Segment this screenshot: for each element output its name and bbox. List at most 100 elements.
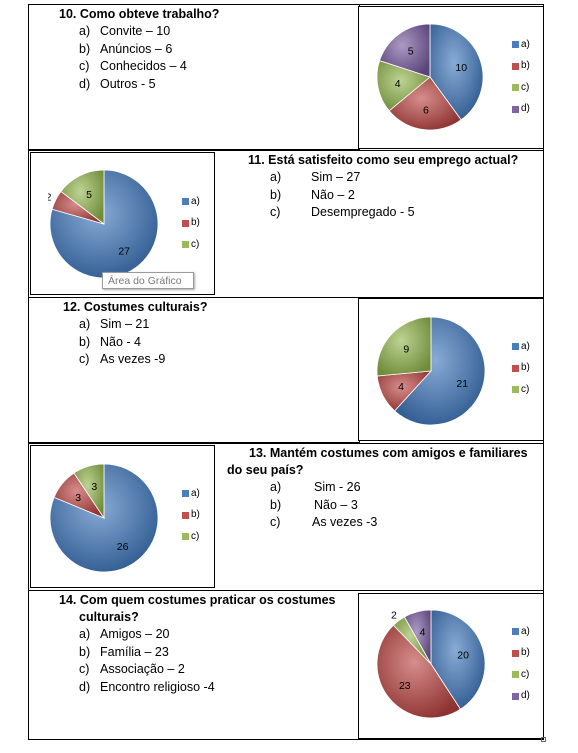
option-letter: b)	[270, 187, 282, 202]
q10-text-box	[28, 4, 360, 150]
option-text: Anúncios – 6	[100, 41, 173, 56]
q14-option-d: d) Encontro religioso -4	[79, 679, 215, 697]
q11-option-b: b) Não – 2	[270, 187, 415, 205]
pie-slice-c[interactable]	[73, 463, 105, 520]
pie-data-label: 26	[117, 541, 129, 553]
legend-label: a)	[521, 38, 530, 50]
pie-slice-c[interactable]	[60, 169, 105, 225]
option-text: As vezes -3	[312, 515, 378, 529]
legend-item-a: a)	[512, 336, 530, 358]
q13-legend: a) b) c)	[182, 483, 200, 548]
q11-legend: a) b) c)	[182, 191, 200, 256]
pie-slice-d[interactable]	[403, 609, 432, 666]
q13-title-line2: do seu país?	[227, 463, 304, 477]
legend-item-b: b)	[182, 505, 200, 527]
legend-label: d)	[521, 103, 530, 115]
chart-area-tooltip: Área do Gráfico	[102, 272, 194, 289]
option-text: Encontro religioso -4	[100, 679, 215, 694]
legend-label: d)	[521, 690, 530, 702]
pie-slice-d[interactable]	[379, 23, 431, 78]
pie-slice-a[interactable]	[429, 23, 484, 121]
option-text: Convite – 10	[100, 24, 171, 38]
pie-slice-b[interactable]	[388, 76, 462, 131]
option-letter: c)	[79, 59, 90, 73]
q11-option-c: c) Desempregado - 5	[270, 204, 415, 222]
legend-swatch	[512, 343, 519, 351]
q13-option-b: b) Não – 3	[270, 497, 377, 515]
legend-swatch	[512, 671, 519, 679]
legend-swatch	[512, 692, 519, 700]
legend-item-c: c)	[512, 77, 530, 99]
legend-label: a)	[521, 625, 530, 637]
option-text: Sim - 26	[314, 480, 361, 494]
option-text: Sim – 27	[311, 170, 361, 184]
q11-title: 11. Está satisfeito como seu emprego act…	[248, 153, 519, 167]
option-letter: b)	[79, 644, 91, 659]
q10-option-c: c) Conhecidos – 4	[79, 58, 187, 76]
legend-swatch	[512, 386, 519, 394]
pie-slice-b[interactable]	[376, 624, 462, 719]
legend-item-c: c)	[182, 526, 200, 548]
legend-item-b: b)	[182, 213, 200, 235]
q12-pie-chart[interactable]: 21 4 9	[375, 315, 487, 427]
row-divider	[28, 443, 544, 444]
option-letter: b)	[79, 334, 91, 349]
legend-swatch	[512, 649, 519, 657]
q10-option-d: d) Outros - 5	[79, 76, 187, 94]
legend-label: b)	[521, 362, 530, 374]
legend-label: a)	[191, 487, 200, 499]
option-text: Associação – 2	[100, 662, 185, 676]
legend-label: c)	[521, 668, 530, 680]
pie-data-label: 23	[399, 680, 411, 692]
pie-data-label: 27	[118, 246, 130, 258]
option-text: Não - 4	[100, 334, 141, 349]
q10-pie-chart[interactable]: 10 6 4 5	[375, 22, 485, 132]
row-divider	[28, 150, 544, 151]
pie-slice-c[interactable]	[376, 60, 431, 112]
q10-option-b: b) Anúncios – 6	[79, 41, 187, 59]
pie-data-label: 2	[391, 609, 397, 621]
q13-title-line1: 13. Mantém costumes com amigos e familia…	[249, 446, 528, 460]
resize-handle[interactable]	[541, 737, 546, 742]
q10-legend: a) b) c) d)	[512, 34, 530, 120]
pie-data-label: 5	[408, 45, 414, 57]
legend-label: c)	[191, 530, 200, 542]
option-letter: a)	[270, 480, 282, 494]
option-letter: c)	[270, 515, 281, 529]
q14-option-c: c) Associação – 2	[79, 661, 215, 679]
q11-pie-chart[interactable]: 27 2 5	[48, 168, 160, 280]
legend-swatch	[512, 628, 519, 636]
q14-option-b: b) Família – 23	[79, 644, 215, 662]
legend-swatch	[182, 490, 189, 498]
pie-data-label: 2	[48, 191, 52, 203]
pie-slice-a[interactable]	[394, 316, 486, 426]
option-text: Outros - 5	[100, 76, 156, 91]
q13-pie-chart[interactable]: 26 33	[48, 462, 160, 574]
legend-label: b)	[191, 509, 200, 521]
option-letter: a)	[79, 317, 91, 331]
legend-item-a: a)	[182, 483, 200, 505]
legend-label: c)	[191, 238, 200, 250]
legend-swatch	[512, 41, 519, 49]
legend-label: b)	[521, 647, 530, 659]
legend-item-c: c)	[512, 664, 530, 686]
option-letter: a)	[79, 627, 91, 641]
legend-swatch	[182, 219, 189, 227]
legend-item-a: a)	[182, 191, 200, 213]
legend-item-c: c)	[512, 379, 530, 401]
q14-pie-chart[interactable]: 20 23 2 4	[375, 608, 487, 720]
pie-data-label: 10	[455, 62, 467, 74]
option-text: Conhecidos – 4	[100, 59, 187, 73]
q14-options: a) Amigos – 20 b) Família – 23 c) Associaç…	[79, 626, 215, 696]
pie-slice-c[interactable]	[376, 316, 432, 377]
option-letter: b)	[79, 41, 91, 56]
legend-label: a)	[191, 195, 200, 207]
legend-item-d: d)	[512, 99, 530, 121]
pie-data-label: 5	[86, 189, 92, 201]
q11-option-a: a) Sim – 27	[270, 169, 415, 187]
option-text: Família – 23	[100, 644, 169, 659]
option-text: As vezes -9	[100, 352, 166, 366]
q12-option-b: b) Não - 4	[79, 334, 165, 352]
option-letter: c)	[270, 205, 281, 219]
pie-data-label: 9	[403, 343, 409, 355]
